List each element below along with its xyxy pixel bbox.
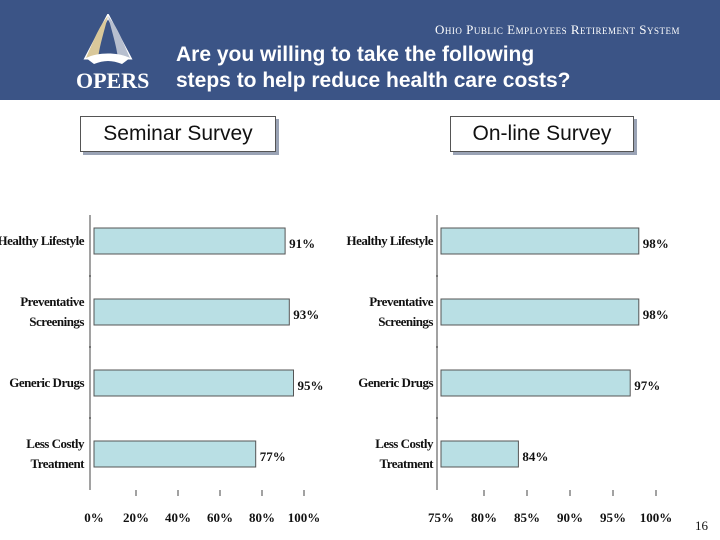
seminar-category-label: Treatment	[31, 456, 86, 471]
online-category-label: Screenings	[378, 314, 433, 329]
seminar-value-label: 95%	[298, 378, 324, 393]
slide-title: Are you willing to take the following st…	[176, 42, 696, 94]
online-x-tick-label: 80%	[471, 510, 497, 525]
online-x-tick-label: 75%	[428, 510, 454, 525]
online-value-label: 98%	[643, 236, 669, 251]
seminar-value-label: 91%	[289, 236, 315, 251]
seminar-value-label: 93%	[293, 307, 319, 322]
online-bar	[440, 369, 631, 397]
seminar-x-tick-label: 0%	[84, 510, 104, 525]
online-category-label: Healthy Lifestyle	[347, 233, 434, 248]
online-x-tick-label: 100%	[640, 510, 673, 525]
title-line-2: steps to help reduce health care costs?	[176, 69, 571, 92]
online-category-label: Generic Drugs	[358, 375, 433, 390]
online-bar	[440, 227, 640, 255]
seminar-category-label: Generic Drugs	[9, 375, 84, 390]
seminar-value-label: 77%	[260, 449, 286, 464]
online-x-tick-label: 90%	[557, 510, 583, 525]
seminar-x-tick-label: 20%	[123, 510, 149, 525]
title-line-1: Are you willing to take the following	[176, 43, 535, 66]
seminar-category-label: Screenings	[29, 314, 84, 329]
online-value-label: 97%	[634, 378, 660, 393]
header-banner: OPERS Ohio Public Employees Retirement S…	[0, 0, 720, 100]
seminar-x-tick-label: 60%	[207, 510, 233, 525]
organization-name: Ohio Public Employees Retirement System	[435, 22, 680, 37]
online-category-label: Treatment	[380, 456, 435, 471]
online-bar	[440, 440, 519, 468]
seminar-category-label: Preventative	[20, 294, 85, 309]
seminar-bar	[93, 227, 286, 255]
seminar-bar	[93, 369, 294, 397]
seminar-category-label: Healthy Lifestyle	[0, 233, 85, 248]
online-category-label: Preventative	[369, 294, 434, 309]
seminar-x-tick-label: 80%	[249, 510, 275, 525]
online-value-label: 98%	[643, 307, 669, 322]
online-bar	[440, 298, 640, 326]
online-survey-label: On-line Survey	[450, 116, 634, 152]
opers-logo: OPERS	[68, 14, 150, 94]
seminar-x-tick-label: 100%	[288, 510, 321, 525]
online-x-tick-label: 95%	[600, 510, 626, 525]
online-x-tick-label: 85%	[514, 510, 540, 525]
opers-triangle-logo-icon	[83, 14, 133, 64]
online-value-label: 84%	[522, 449, 548, 464]
seminar-bar	[93, 298, 290, 326]
seminar-category-label: Less Costly	[26, 436, 85, 451]
logo-text: OPERS	[76, 68, 150, 93]
seminar-x-tick-label: 40%	[165, 510, 191, 525]
seminar-survey-label: Seminar Survey	[80, 116, 276, 152]
page-number: 16	[695, 518, 708, 533]
seminar-bar	[93, 440, 257, 468]
online-category-label: Less Costly	[375, 436, 434, 451]
